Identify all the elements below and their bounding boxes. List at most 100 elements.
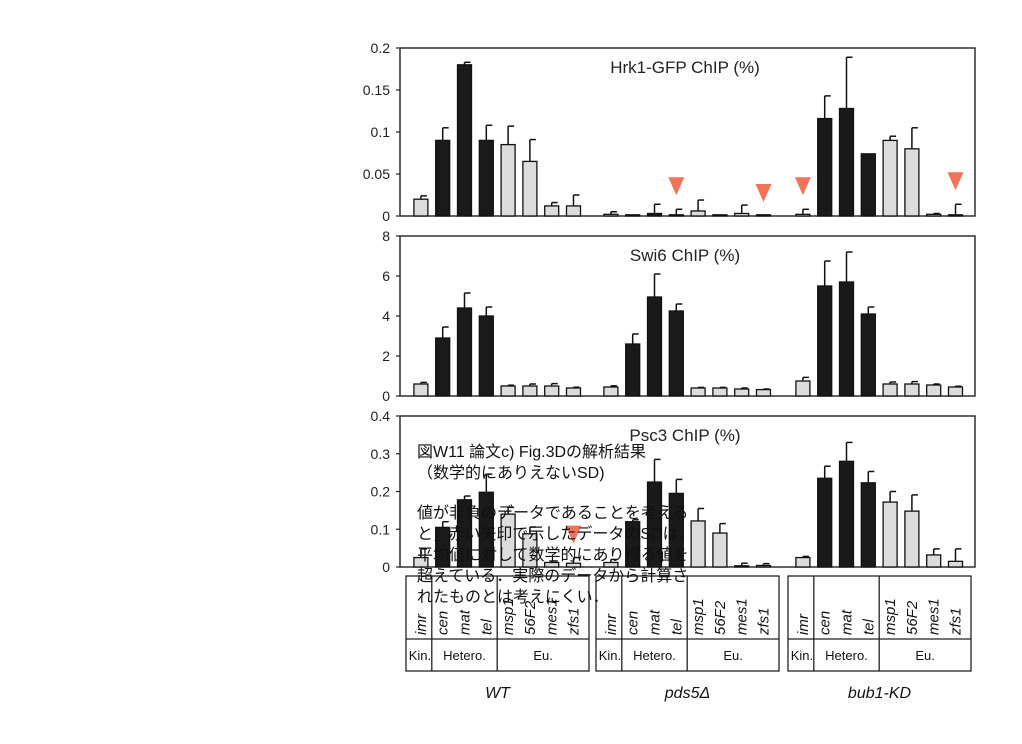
annotation-body-line: 値が非負のデータであることを考える — [417, 505, 689, 522]
annotation-body: 値が非負のデータであることを考える と，赤い矢印で示したデータのSDは， 平均値… — [417, 503, 695, 608]
y-tick-label: 6 — [382, 268, 390, 284]
bar — [734, 212, 750, 217]
locus-label: mes1 — [734, 598, 751, 635]
locus-label: tel — [668, 618, 685, 635]
locus-label: zfs1 — [756, 607, 773, 636]
locus-label: mes1 — [926, 598, 943, 635]
bar — [860, 313, 876, 397]
region-label: Eu. — [915, 648, 935, 663]
panel-title: Hrk1-GFP ChIP (%) — [610, 58, 760, 77]
bar — [625, 343, 641, 397]
bar — [544, 385, 560, 397]
y-tick-label: 2 — [382, 348, 390, 364]
bar — [522, 385, 538, 397]
bar — [882, 139, 898, 217]
bar — [947, 386, 964, 397]
bar — [860, 153, 876, 217]
bar — [500, 143, 516, 217]
bar — [712, 214, 728, 217]
bar — [603, 386, 619, 397]
locus-label: 56F2 — [522, 600, 539, 635]
locus-label: imr — [795, 613, 812, 635]
bar — [603, 213, 619, 217]
bar — [435, 337, 451, 397]
y-tick-label: 0.3 — [371, 446, 391, 462]
annotation-body-line: れたものとは考えにくい． — [417, 589, 609, 606]
region-label: Eu. — [723, 648, 743, 663]
bar — [926, 384, 942, 397]
bar — [478, 139, 494, 217]
red-arrow-marker — [565, 525, 582, 544]
region-label: Kin. — [409, 648, 431, 663]
bar — [817, 285, 833, 397]
region-label: Hetero. — [443, 648, 486, 663]
locus-label: 56F2 — [904, 600, 921, 635]
bar — [690, 387, 706, 397]
bar — [838, 460, 855, 568]
bar — [947, 560, 964, 568]
y-tick-label: 0.4 — [371, 408, 391, 424]
chart-panel: 0.4 0.3 0.2 0.1 0 Psc3 ChIP (%) — [371, 408, 976, 575]
bar — [500, 385, 516, 397]
annotation-title: 図W11 論文c) Fig.3Dの解析結果 （数学的にありえないSD) — [417, 442, 647, 484]
strain-label: pds5Δ — [664, 685, 710, 702]
bar — [544, 205, 560, 217]
annotation-body-line: と，赤い矢印で示したデータのSDは， — [417, 526, 695, 543]
y-tick-label: 0.2 — [371, 40, 391, 56]
bar — [456, 64, 473, 217]
bar — [755, 564, 772, 568]
bar — [413, 198, 429, 217]
region-label: Eu. — [533, 648, 553, 663]
red-arrow-marker — [947, 172, 964, 191]
locus-label: mes1 — [544, 598, 561, 635]
y-tick-label: 0 — [382, 208, 390, 224]
locus-label: tel — [860, 618, 877, 635]
locus-label: zfs1 — [566, 607, 583, 636]
locus-label: mat — [457, 609, 474, 635]
bar — [795, 556, 811, 568]
bar — [413, 383, 429, 397]
annotation-body-line: 超えている．実際のデータから計算さ — [417, 568, 689, 585]
chart-panel: 8 6 4 2 0 Swi6 ChIP (%) — [382, 228, 976, 404]
locus-label: cen — [435, 611, 452, 635]
bar — [734, 388, 750, 397]
locus-label: tel — [478, 618, 495, 635]
annotation-title-line: 図W11 論文c) Fig.3Dの解析結果 — [417, 444, 647, 461]
bar — [712, 387, 728, 397]
y-tick-label: 0.1 — [371, 521, 391, 537]
bar — [817, 477, 833, 568]
locus-label: cen — [625, 611, 642, 635]
y-tick-label: 0 — [382, 559, 390, 575]
y-tick-label: 0.05 — [363, 166, 390, 182]
bar — [755, 388, 772, 397]
bar — [926, 554, 942, 568]
region-label: Hetero. — [633, 648, 676, 663]
bar — [478, 315, 494, 397]
bar — [625, 214, 641, 217]
bar — [904, 148, 920, 217]
y-tick-label: 0.15 — [363, 82, 390, 98]
bar — [435, 139, 451, 217]
y-tick-label: 8 — [382, 228, 390, 244]
locus-label: mat — [647, 609, 664, 635]
bar — [904, 510, 920, 568]
region-label: Kin. — [599, 648, 621, 663]
bar — [795, 380, 811, 397]
locus-label: mat — [839, 609, 856, 635]
locus-label: msp1 — [690, 598, 707, 635]
bar — [522, 160, 538, 217]
locus-label: cen — [817, 611, 834, 635]
bar — [734, 565, 750, 568]
bar — [646, 212, 663, 217]
bar — [882, 383, 898, 397]
locus-label: 56F2 — [712, 600, 729, 635]
chart-panel: 0.2 0.15 0.1 0.05 0 Hrk1-GFP ChIP (%) — [363, 40, 976, 224]
locus-label: msp1 — [882, 598, 899, 635]
panel-title: Psc3 ChIP (%) — [629, 426, 740, 445]
bar — [690, 210, 706, 217]
bar — [646, 296, 663, 397]
bar — [838, 281, 855, 397]
y-tick-label: 0.1 — [371, 124, 391, 140]
region-label: Hetero. — [825, 648, 868, 663]
annotation-title-line: （数学的にありえないSD) — [417, 465, 605, 482]
